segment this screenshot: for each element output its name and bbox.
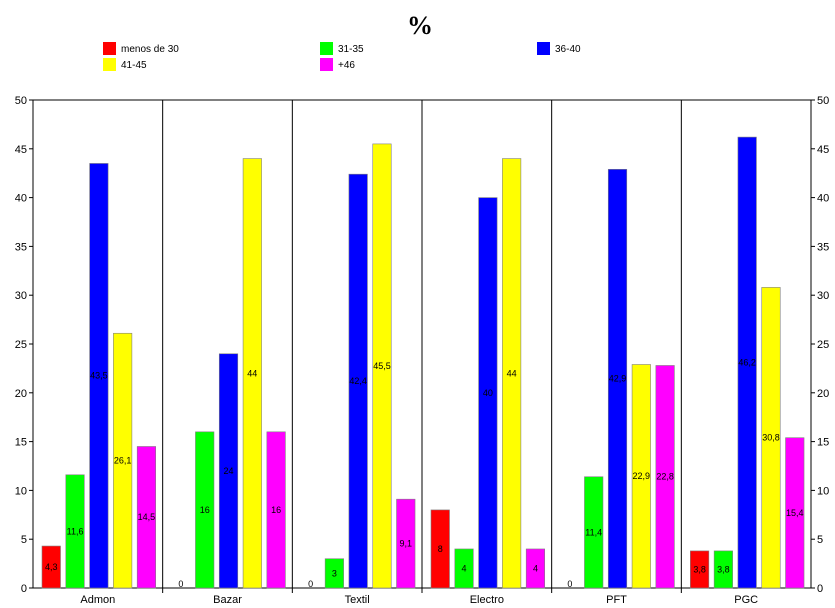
bar <box>607 168 628 589</box>
y-tick-label-left: 15 <box>15 437 27 449</box>
data-label: 26,1 <box>114 456 132 466</box>
data-label: 4 <box>462 563 467 573</box>
bar <box>690 550 710 589</box>
x-tick-label: Textil <box>345 594 370 606</box>
y-tick-label-left: 5 <box>21 534 27 546</box>
data-label: 9,1 <box>400 539 413 549</box>
legend-swatch <box>537 42 550 55</box>
bar <box>713 550 733 589</box>
data-label: 24 <box>224 466 234 476</box>
data-label: 15,4 <box>786 508 804 518</box>
bar <box>65 474 85 589</box>
data-label: 4 <box>533 563 538 573</box>
data-label: 45,5 <box>373 361 391 371</box>
data-label: 4,3 <box>45 562 58 572</box>
bar <box>324 558 344 589</box>
y-tick-label-right: 10 <box>817 485 829 497</box>
chart-title: % <box>407 11 433 40</box>
y-tick-label-left: 20 <box>15 388 27 400</box>
legend-swatch <box>320 58 333 71</box>
bar <box>89 163 109 589</box>
bar <box>266 431 286 589</box>
bar <box>525 548 546 589</box>
y-tick-label-right: 15 <box>817 437 829 449</box>
data-label: 43,5 <box>90 371 108 381</box>
data-label: 0 <box>178 579 183 589</box>
y-tick-label-right: 35 <box>817 241 829 253</box>
y-tick-label-right: 50 <box>817 95 829 107</box>
legend: menos de 30 31-35 36-40 41-45 +46 <box>103 42 581 71</box>
legend-swatch <box>320 42 333 55</box>
data-label: 11,6 <box>67 526 84 536</box>
bar <box>136 446 156 589</box>
legend-label: +46 <box>338 60 355 71</box>
y-tick-label-left: 50 <box>15 95 27 107</box>
data-label: 8 <box>438 544 443 554</box>
data-label: 44 <box>507 368 517 378</box>
y-tick-label-right: 40 <box>817 193 829 205</box>
bar <box>454 548 474 589</box>
y-tick-label-left: 10 <box>15 485 27 497</box>
x-tick-label: Bazar <box>213 594 242 606</box>
bar <box>761 287 781 589</box>
data-label: 30,8 <box>762 433 780 443</box>
y-tick-label-left: 40 <box>15 193 27 205</box>
y-tick-label-left: 0 <box>21 583 27 595</box>
y-tick-label-right: 0 <box>817 583 823 595</box>
bar <box>195 431 215 589</box>
data-label: 22,8 <box>656 472 674 482</box>
bar <box>737 136 757 589</box>
data-label: 40 <box>483 388 493 398</box>
bar <box>242 158 262 589</box>
y-tick-label-left: 35 <box>15 241 27 253</box>
data-label: 44 <box>247 368 257 378</box>
data-label: 16 <box>271 505 281 515</box>
bar <box>372 143 392 589</box>
bar <box>430 509 450 589</box>
y-tick-label-right: 30 <box>817 290 829 302</box>
bar <box>348 173 368 589</box>
y-tick-label-left: 45 <box>15 144 27 156</box>
data-label: 11,4 <box>585 527 602 537</box>
legend-label: menos de 30 <box>121 44 179 55</box>
y-tick-label-right: 25 <box>817 339 829 351</box>
data-label: 3 <box>332 568 337 578</box>
legend-label: 31-35 <box>338 44 364 55</box>
data-label: 16 <box>200 505 210 515</box>
x-tick-label: Electro <box>470 594 504 606</box>
bar <box>655 365 675 589</box>
data-label: 14,5 <box>138 512 156 522</box>
bar <box>218 353 239 589</box>
bar <box>785 437 805 589</box>
bar <box>502 158 522 589</box>
x-tick-label: PFT <box>606 594 627 606</box>
data-label: 42,9 <box>609 374 627 384</box>
bar <box>113 332 133 589</box>
data-label: 22,9 <box>633 471 651 481</box>
legend-swatch <box>103 58 116 71</box>
y-tick-label-right: 45 <box>817 144 829 156</box>
y-tick-label-left: 25 <box>15 339 27 351</box>
y-tick-label-right: 20 <box>817 388 829 400</box>
legend-swatch <box>103 42 116 55</box>
y-tick-label-right: 5 <box>817 534 823 546</box>
bar <box>396 498 416 589</box>
data-label: 0 <box>567 579 572 589</box>
data-label: 42,4 <box>349 376 367 386</box>
legend-label: 41-45 <box>121 60 147 71</box>
legend-label: 36-40 <box>555 44 581 55</box>
y-tick-label-left: 30 <box>15 290 27 302</box>
bar <box>478 197 498 589</box>
bar <box>584 476 604 589</box>
x-tick-label: Admon <box>80 594 115 606</box>
bar <box>631 364 651 589</box>
data-label: 0 <box>308 579 313 589</box>
data-label: 3,8 <box>717 564 730 574</box>
x-tick-label: PGC <box>734 594 758 606</box>
data-label: 3,8 <box>693 564 706 574</box>
bar <box>41 545 61 589</box>
data-label: 46,2 <box>738 358 756 368</box>
